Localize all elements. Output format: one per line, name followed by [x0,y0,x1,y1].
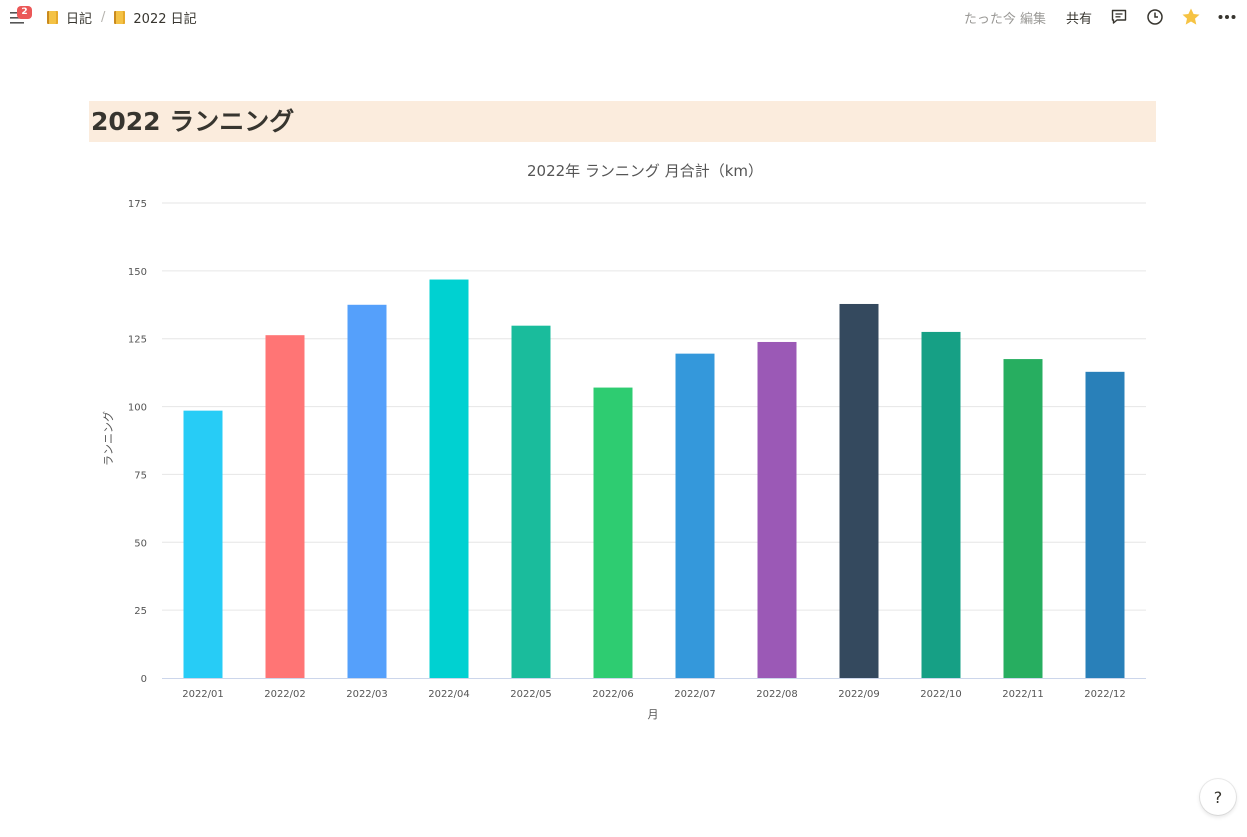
clock-icon [1147,9,1163,25]
bar [511,325,551,678]
bar [429,279,469,678]
history-button[interactable] [1145,7,1165,27]
y-tick-label: 150 [128,267,147,278]
share-button[interactable]: 共有 [1065,11,1092,27]
bar [675,353,715,678]
edited-timestamp: たった今 編集 [963,11,1046,27]
breadcrumb-item-2022-diary[interactable]: 2022 日記 [110,6,200,29]
favorite-button[interactable] [1181,7,1201,27]
breadcrumb-label: 日記 [66,11,93,27]
bar [183,410,223,678]
comment-icon [1111,9,1127,24]
bar [593,387,633,678]
top-bar: 2 日記 / 2022 日記 たった今 編集 共有 [0,0,1247,34]
y-tick-label: 100 [128,403,147,414]
x-tick-label: 2022/04 [428,689,470,700]
bar [265,335,305,678]
more-options-button[interactable] [1217,7,1237,27]
y-tick-label: 175 [128,199,147,210]
x-tick-label: 2022/11 [1002,689,1044,700]
x-tick-label: 2022/08 [756,689,798,700]
y-tick-label: 50 [134,538,147,549]
top-right-tools: たった今 編集 共有 [964,0,1237,34]
page-heading: 2022 ランニング [89,101,1156,142]
x-tick-label: 2022/12 [1084,689,1126,700]
notebook-icon [47,10,58,24]
notebook-icon [114,10,126,24]
y-tick-label: 25 [134,606,147,617]
bar [1085,371,1125,678]
y-tick-label: 125 [128,335,147,346]
breadcrumb: 日記 / 2022 日記 [43,0,201,34]
bar [757,341,797,678]
bar [1003,359,1043,678]
y-tick-label: 75 [134,470,147,481]
comments-button[interactable] [1109,7,1129,27]
chart-title: 2022年 ランニング 月合計（km） [527,162,763,180]
help-button[interactable]: ? [1200,779,1236,815]
x-tick-label: 2022/05 [510,689,552,700]
y-axis-label: ランニング [101,411,115,466]
breadcrumb-item-diary[interactable]: 日記 [43,6,96,29]
x-tick-label: 2022/09 [838,689,880,700]
running-bar-chart: 2022年 ランニング 月合計（km） 0 25 50 75 100 125 150 175 20… [101,162,1146,721]
bar [839,303,879,678]
x-tick-label: 2022/07 [674,689,716,700]
breadcrumb-separator: / [101,9,106,25]
x-tick-label: 2022/03 [346,689,388,700]
x-tick-label: 2022/02 [264,689,306,700]
x-axis-label: 月 [648,708,659,721]
bar [347,304,387,678]
y-tick-label: 0 [141,674,147,685]
bar [921,331,961,678]
x-tick-label: 2022/01 [182,689,224,700]
breadcrumb-label: 2022 日記 [133,11,197,27]
x-tick-label: 2022/10 [920,689,962,700]
star-icon [1182,8,1200,25]
notification-badge: 2 [17,6,32,19]
x-tick-label: 2022/06 [592,689,634,700]
more-icon [1218,15,1236,19]
